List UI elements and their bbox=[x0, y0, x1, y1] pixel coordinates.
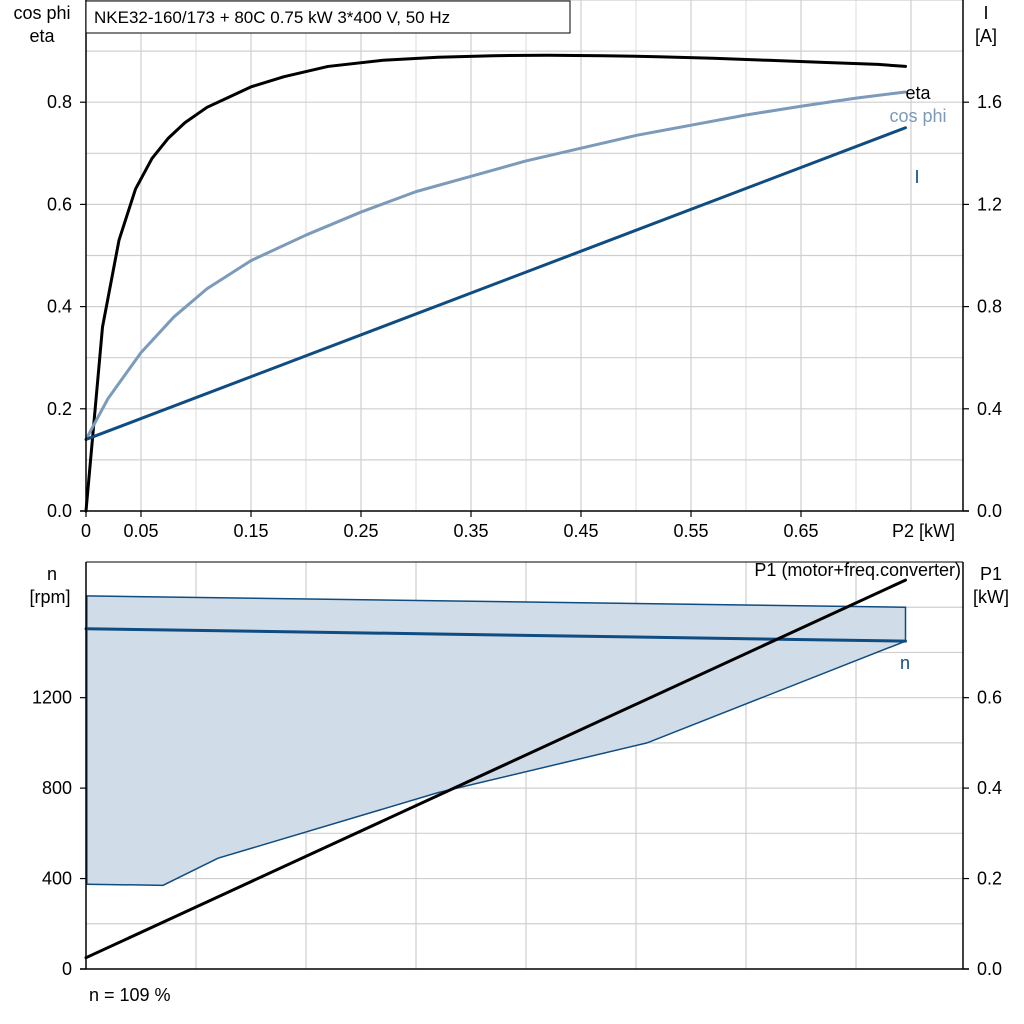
bottom-right-ytick-label: 0.0 bbox=[977, 959, 1002, 979]
top-left-ytick-label: 0.8 bbox=[47, 92, 72, 112]
top-right-ylabel-line2: [A] bbox=[975, 26, 997, 46]
bottom-right-ytick-label: 0.2 bbox=[977, 869, 1002, 889]
bottom-left-ylabel-line2: [rpm] bbox=[29, 587, 70, 607]
top-xtick-label: 0 bbox=[81, 521, 91, 541]
top-xtick-label: 0.35 bbox=[453, 521, 488, 541]
top-xtick-label: 0.65 bbox=[783, 521, 818, 541]
series-line-eta bbox=[84, 53, 907, 513]
chart-title: NKE32-160/173 + 80C 0.75 kW 3*400 V, 50 … bbox=[94, 8, 450, 27]
bottom-left-ytick-label: 1200 bbox=[32, 688, 72, 708]
top-right-ytick-label: 0.8 bbox=[977, 297, 1002, 317]
series-label-speed: n bbox=[900, 653, 910, 673]
chart-title-box: NKE32-160/173 + 80C 0.75 kW 3*400 V, 50 … bbox=[85, 0, 571, 34]
top-left-ytick-label: 0.4 bbox=[47, 297, 72, 317]
bottom-right-ytick-label: 0.6 bbox=[977, 688, 1002, 708]
bottom-right-ytick-label: 0.4 bbox=[977, 778, 1002, 798]
series-label-eta: eta bbox=[905, 83, 931, 103]
series-line-i bbox=[84, 126, 907, 441]
speed-range-lower-edge bbox=[85, 640, 906, 887]
top-xtick-label: 0.15 bbox=[233, 521, 268, 541]
top-xlabel: P2 [kW] bbox=[892, 521, 955, 541]
series-label-p1: P1 (motor+freq.converter) bbox=[754, 560, 961, 580]
top-xtick-label: 0.55 bbox=[673, 521, 708, 541]
top-left-ytick-label: 0.0 bbox=[47, 501, 72, 521]
series-label-cos-phi: cos phi bbox=[889, 106, 946, 126]
top-xtick-label: 0.05 bbox=[123, 521, 158, 541]
speed-footnote: n = 109 % bbox=[89, 985, 171, 1005]
top-xtick-label: 0.45 bbox=[563, 521, 598, 541]
top-left-ylabel-line2: eta bbox=[29, 26, 55, 46]
top-xtick-label: 0.25 bbox=[343, 521, 378, 541]
top-right-ytick-label: 1.6 bbox=[977, 92, 1002, 112]
series-line-cos-phi bbox=[84, 90, 907, 441]
top-left-ytick-label: 0.6 bbox=[47, 194, 72, 214]
top-right-ytick-label: 0.4 bbox=[977, 399, 1002, 419]
bottom-left-ytick-label: 400 bbox=[42, 869, 72, 889]
top-right-ytick-label: 1.2 bbox=[977, 194, 1002, 214]
top-left-ylabel-line1: cos phi bbox=[13, 3, 70, 23]
bottom-left-ytick-label: 800 bbox=[42, 778, 72, 798]
series-line-p1-motor-freq-converter bbox=[84, 578, 907, 960]
series-line-n bbox=[84, 627, 907, 643]
top-right-ytick-label: 0.0 bbox=[977, 501, 1002, 521]
bottom-right-ylabel-line2: [kW] bbox=[973, 587, 1009, 607]
top-right-ylabel-line1: I bbox=[983, 3, 988, 23]
bottom-left-ylabel-line1: n bbox=[47, 564, 57, 584]
bottom-left-ytick-label: 0 bbox=[62, 959, 72, 979]
top-left-ytick-label: 0.2 bbox=[47, 399, 72, 419]
speed-range-upper-edge bbox=[85, 595, 907, 642]
series-label-current: I bbox=[914, 167, 919, 187]
bottom-right-ylabel-line1: P1 bbox=[980, 564, 1002, 584]
speed-range-area bbox=[86, 595, 906, 886]
